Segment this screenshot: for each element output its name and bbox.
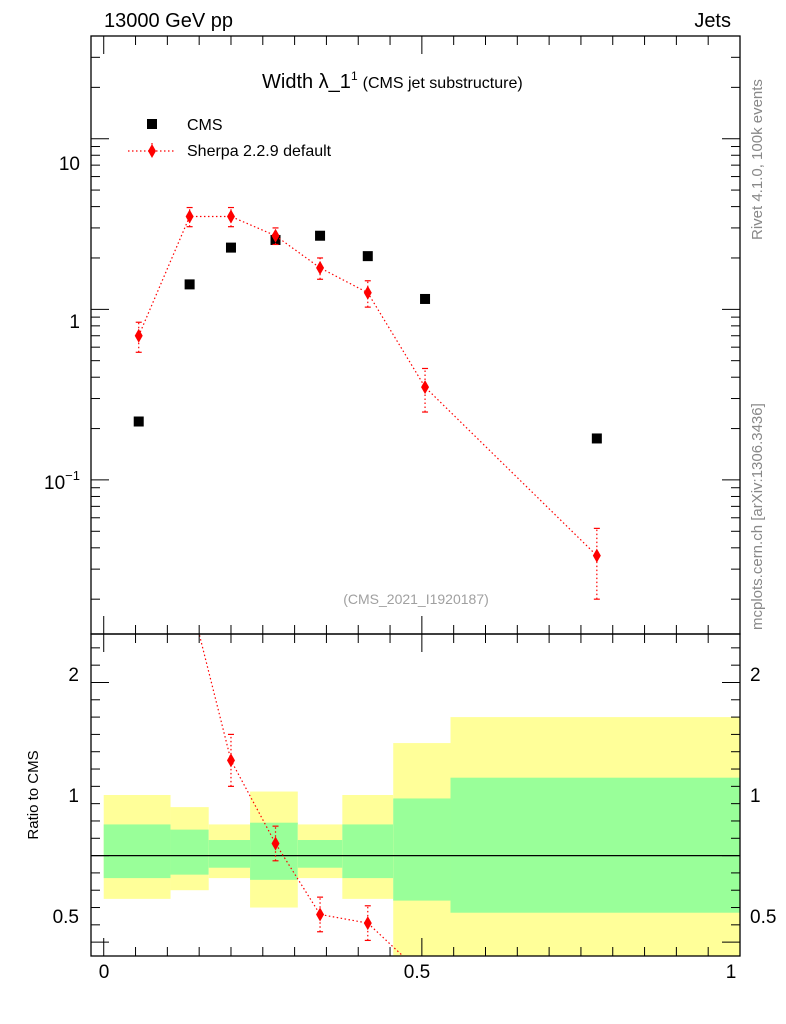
chart-title: Width λ_11 (CMS jet substructure) <box>262 69 523 93</box>
cms-data-point <box>362 251 373 262</box>
ratio-sherpa-curve <box>198 634 404 956</box>
sherpa-data-point <box>271 228 280 243</box>
source-info-label: mcplots.cern.ch [arXiv:1306.3436] <box>749 403 766 630</box>
ratio-band-inner <box>103 824 171 879</box>
category-label: Jets <box>694 10 731 32</box>
analysis-watermark: (CMS_2021_I1920187) <box>343 591 489 607</box>
ratio-frame <box>90 633 741 957</box>
ratio-data-point <box>226 753 235 768</box>
cms-data-point <box>591 433 602 444</box>
ratio-y-tick-label-2-right: 2 <box>750 665 761 686</box>
ratio-band-inner <box>342 824 394 879</box>
cms-data-point <box>225 242 236 253</box>
ratio-data-point <box>316 907 325 922</box>
generator-info-label: Rivet 4.1.0, 100k events <box>749 79 766 240</box>
legend-label-cms: CMS <box>187 117 223 134</box>
ratio-band-inner <box>250 822 298 880</box>
legend-marker-sherpa <box>148 144 156 158</box>
ratio-band-inner <box>450 777 740 913</box>
legend-marker-cms <box>147 119 157 129</box>
energy-label: 13000 GeV pp <box>104 10 233 32</box>
cms-data-point <box>133 416 144 427</box>
x-tick-label-1: 1 <box>726 962 737 983</box>
ratio-band-inner <box>393 798 451 901</box>
ratio-panel: Ratio to CMS 2 1 0.5 2 1 0.5 0 0.5 1 <box>25 633 776 983</box>
ratio-y-tick-label-1-left: 1 <box>68 786 79 807</box>
ratio-y-axis-label: Ratio to CMS <box>25 750 42 839</box>
sherpa-data-point <box>185 209 194 224</box>
cms-data-point <box>315 230 326 241</box>
legend-label-sherpa: Sherpa 2.2.9 default <box>187 143 332 160</box>
sherpa-data-point <box>226 209 235 224</box>
y-tick-label-10: 10 <box>59 154 80 175</box>
ratio-y-tick-label-1-right: 1 <box>750 786 761 807</box>
sherpa-data-point <box>134 328 143 343</box>
cms-data-point <box>184 279 195 290</box>
ratio-band-inner <box>170 829 209 875</box>
ratio-band-inner <box>297 840 343 868</box>
sherpa-data-point <box>363 285 372 300</box>
ratio-y-tick-label-2-left: 2 <box>68 665 79 686</box>
sherpa-data-point <box>421 380 430 395</box>
ratio-data-point <box>363 916 372 931</box>
main-panel: Width λ_11 (CMS jet substructure) 10 1 10… <box>44 35 741 635</box>
ratio-data-point <box>271 836 280 851</box>
legend: CMS Sherpa 2.2.9 default <box>128 117 332 160</box>
sherpa-data-point <box>592 548 601 563</box>
sherpa-curve <box>138 215 598 557</box>
y-tick-label-1: 1 <box>69 312 80 333</box>
sherpa-data-point <box>316 260 325 275</box>
cms-data-point <box>420 293 431 304</box>
y-tick-label-0p1: 10−1 <box>44 468 80 494</box>
x-tick-label-0p5: 0.5 <box>404 962 430 983</box>
x-tick-label-0: 0 <box>99 962 110 983</box>
ratio-band-inner <box>208 840 251 868</box>
ratio-y-tick-label-0p5-right: 0.5 <box>750 907 776 928</box>
ratio-y-tick-label-0p5-left: 0.5 <box>53 907 79 928</box>
